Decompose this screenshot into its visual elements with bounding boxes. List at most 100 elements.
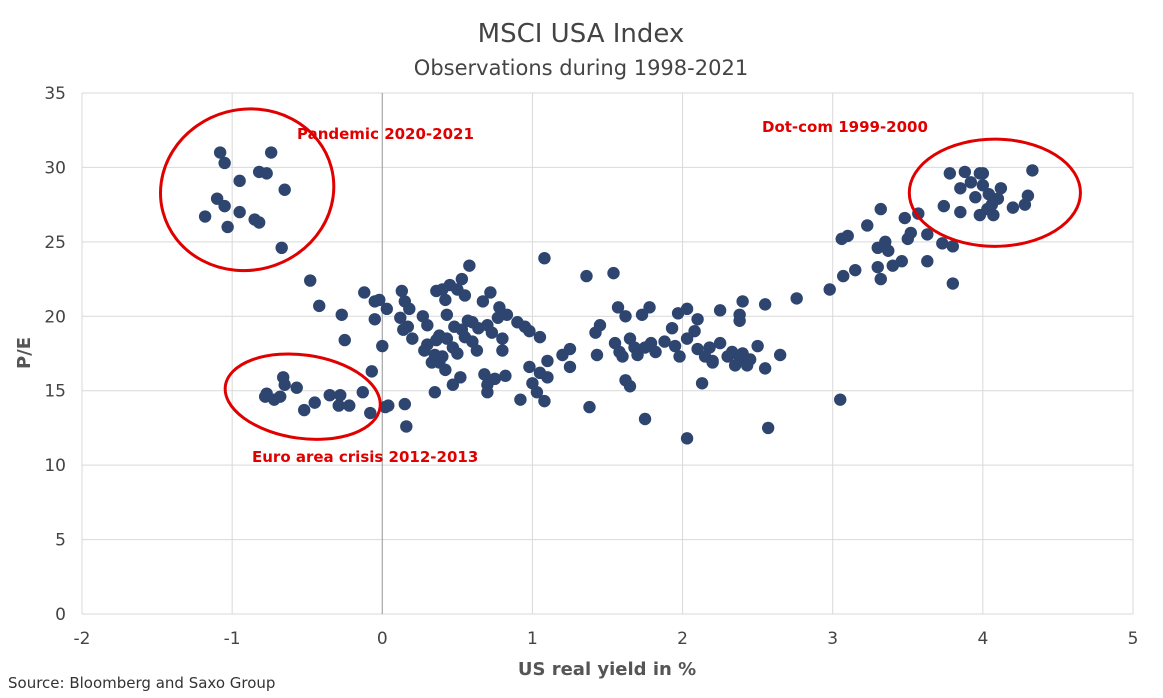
data-point [436, 350, 449, 363]
data-point [343, 399, 356, 412]
data-point [668, 339, 682, 353]
data-point [335, 308, 348, 321]
data-point [478, 368, 491, 381]
data-point [278, 183, 291, 196]
data-point [874, 202, 887, 216]
data-point [500, 308, 514, 321]
pandemic-ring [159, 107, 336, 273]
data-point [563, 342, 577, 356]
data-point [1006, 201, 1020, 214]
data-point [451, 347, 464, 360]
data-point [218, 156, 231, 170]
data-point [398, 397, 412, 411]
data-point [987, 208, 1000, 222]
data-point [976, 167, 990, 180]
data-point [439, 293, 452, 307]
x-tick-label: 3 [827, 629, 838, 649]
data-point [643, 301, 656, 314]
annotation-pandemic: Pandemic 2020-2021 [297, 125, 474, 143]
data-point [590, 348, 604, 362]
data-point [638, 412, 652, 426]
data-point [538, 252, 551, 265]
data-point [706, 356, 719, 369]
data-point [260, 167, 273, 180]
data-point [485, 326, 499, 339]
tick-labels: 0 5 10 15 20 25 30 35 -2 -1 0 1 2 3 4 5 [44, 84, 1138, 649]
data-point [580, 269, 593, 283]
data-point [691, 313, 704, 326]
data-point [1018, 198, 1032, 211]
data-point [736, 295, 749, 308]
source-note: Source: Bloomberg and Saxo Group [8, 674, 275, 692]
x-axis-label: US real yield in % [518, 659, 696, 680]
data-point [680, 432, 694, 445]
data-point [395, 284, 409, 298]
data-point [695, 377, 709, 390]
y-tick-label: 20 [44, 307, 66, 327]
data-point [481, 386, 494, 399]
x-tick-label: 4 [977, 629, 988, 649]
data-point [394, 311, 407, 324]
data-point [946, 240, 960, 253]
data-point [382, 399, 395, 412]
data-point [308, 396, 321, 409]
data-point [985, 198, 999, 211]
x-tick-label: 1 [527, 629, 538, 649]
x-tick-label: 0 [377, 629, 388, 649]
data-point [946, 277, 960, 290]
annotation-dotcom: Dot-com 1999-2000 [762, 118, 928, 136]
data-point [541, 371, 554, 384]
data-point [969, 191, 982, 204]
data-point [593, 319, 607, 332]
data-point [882, 244, 895, 257]
data-point [380, 302, 393, 316]
data-point [454, 371, 467, 384]
data-point [958, 165, 972, 179]
data-point [421, 319, 434, 332]
data-point [874, 272, 887, 286]
x-tick-label: -2 [74, 629, 91, 649]
data-point [680, 302, 694, 316]
annotation-rings [159, 107, 1082, 441]
dotcom-ring [907, 137, 1082, 248]
euro-crisis-ring [223, 352, 382, 441]
data-point [304, 274, 317, 287]
data-point [440, 308, 454, 321]
data-point [496, 344, 509, 357]
data-point [898, 211, 911, 225]
data-points [198, 146, 1039, 445]
data-point [921, 255, 934, 268]
data-point [973, 208, 987, 222]
data-point [213, 146, 227, 159]
data-point [703, 341, 716, 354]
data-point [619, 310, 632, 323]
data-point [761, 421, 775, 435]
data-point [523, 324, 536, 338]
data-point [758, 298, 772, 311]
data-point [364, 406, 377, 420]
data-point [1026, 164, 1039, 177]
data-point [607, 266, 620, 280]
data-point [523, 360, 536, 374]
y-tick-label: 35 [44, 84, 66, 104]
data-point [904, 226, 917, 240]
chart-title: MSCI USA Index [478, 19, 685, 49]
data-point [538, 394, 551, 408]
data-point [484, 286, 497, 299]
data-point [233, 205, 246, 219]
data-point [368, 313, 381, 326]
data-point [790, 292, 803, 305]
data-point [976, 179, 990, 192]
data-point [275, 241, 288, 255]
data-point [964, 176, 978, 189]
data-point [298, 403, 311, 417]
data-point [895, 255, 908, 268]
data-point [943, 167, 957, 180]
data-point [406, 332, 419, 345]
data-point [439, 363, 452, 377]
data-point [278, 378, 291, 391]
data-point [751, 339, 764, 353]
y-tick-label: 30 [44, 158, 66, 178]
data-point [458, 289, 472, 302]
